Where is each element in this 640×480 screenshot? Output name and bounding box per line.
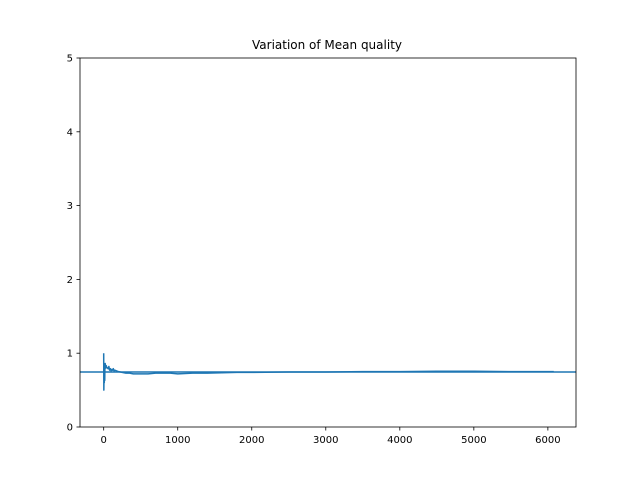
y-tick-label-4: 4	[67, 127, 73, 138]
axes-frame	[79, 57, 577, 428]
x-tick-label-1: 1000	[165, 435, 190, 446]
plot-area	[80, 353, 576, 391]
x-tick-label-3: 3000	[313, 435, 338, 446]
y-tick-label-1: 1	[67, 349, 73, 360]
x-tick-label-0: 0	[101, 435, 107, 446]
y-tick-label-5: 5	[67, 54, 73, 65]
y-tick-label-2: 2	[67, 275, 73, 286]
x-tick-label-5: 5000	[461, 435, 486, 446]
x-tick-label-6: 6000	[535, 435, 560, 446]
x-tick-label-4: 4000	[387, 435, 412, 446]
chart-title: Variation of Mean quality	[252, 38, 402, 52]
y-tick-label-0: 0	[67, 423, 73, 434]
y-tick-label-3: 3	[67, 201, 73, 212]
axes: 0 1000 2000 3000 4000 5000 6000 0 1 2 3 4 5	[67, 54, 577, 446]
x-tick-label-2: 2000	[239, 435, 264, 446]
